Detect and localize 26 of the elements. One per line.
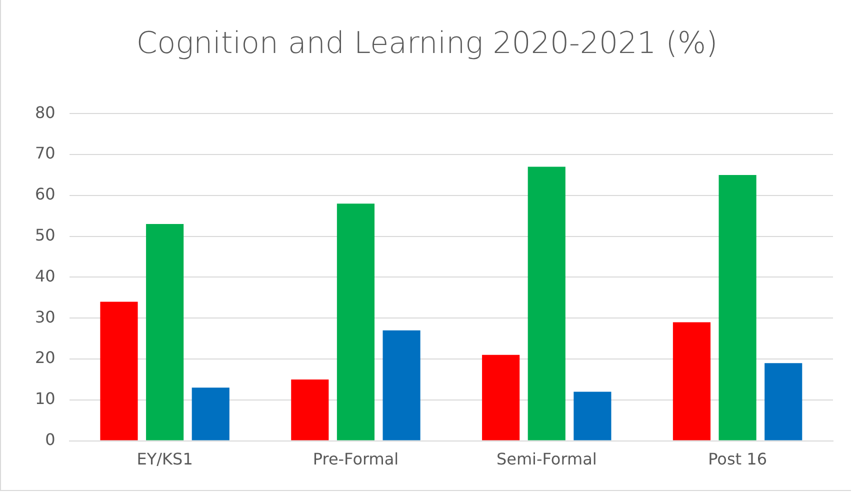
bar bbox=[382, 330, 420, 440]
x-tick-label: Pre-Formal bbox=[312, 450, 399, 469]
bar bbox=[718, 174, 756, 440]
bar bbox=[482, 354, 520, 440]
bar bbox=[291, 379, 329, 440]
bar bbox=[146, 224, 184, 440]
y-tick-label: 0 bbox=[45, 430, 56, 449]
y-tick-label: 30 bbox=[35, 307, 56, 326]
y-tick-label: 70 bbox=[35, 144, 56, 163]
bar bbox=[672, 322, 711, 440]
y-tick-label: 80 bbox=[35, 102, 56, 122]
x-tick-label: EY/KS1 bbox=[136, 450, 193, 469]
y-tick-label: 40 bbox=[35, 266, 56, 286]
bar bbox=[336, 204, 375, 440]
bar bbox=[528, 166, 566, 440]
y-tick-label: 60 bbox=[35, 184, 56, 204]
bar bbox=[574, 392, 612, 440]
chart-title: Cognition and Learning 2020-2021 (%) bbox=[135, 26, 719, 61]
x-tick-label: Semi-Formal bbox=[496, 450, 597, 469]
bar bbox=[764, 363, 802, 440]
y-tick-label: 20 bbox=[35, 348, 56, 368]
x-tick-label: Post 16 bbox=[708, 450, 768, 469]
bar bbox=[192, 388, 230, 440]
y-tick-label: 10 bbox=[35, 389, 56, 408]
bar bbox=[100, 302, 138, 440]
y-tick-label: 50 bbox=[35, 225, 56, 244]
